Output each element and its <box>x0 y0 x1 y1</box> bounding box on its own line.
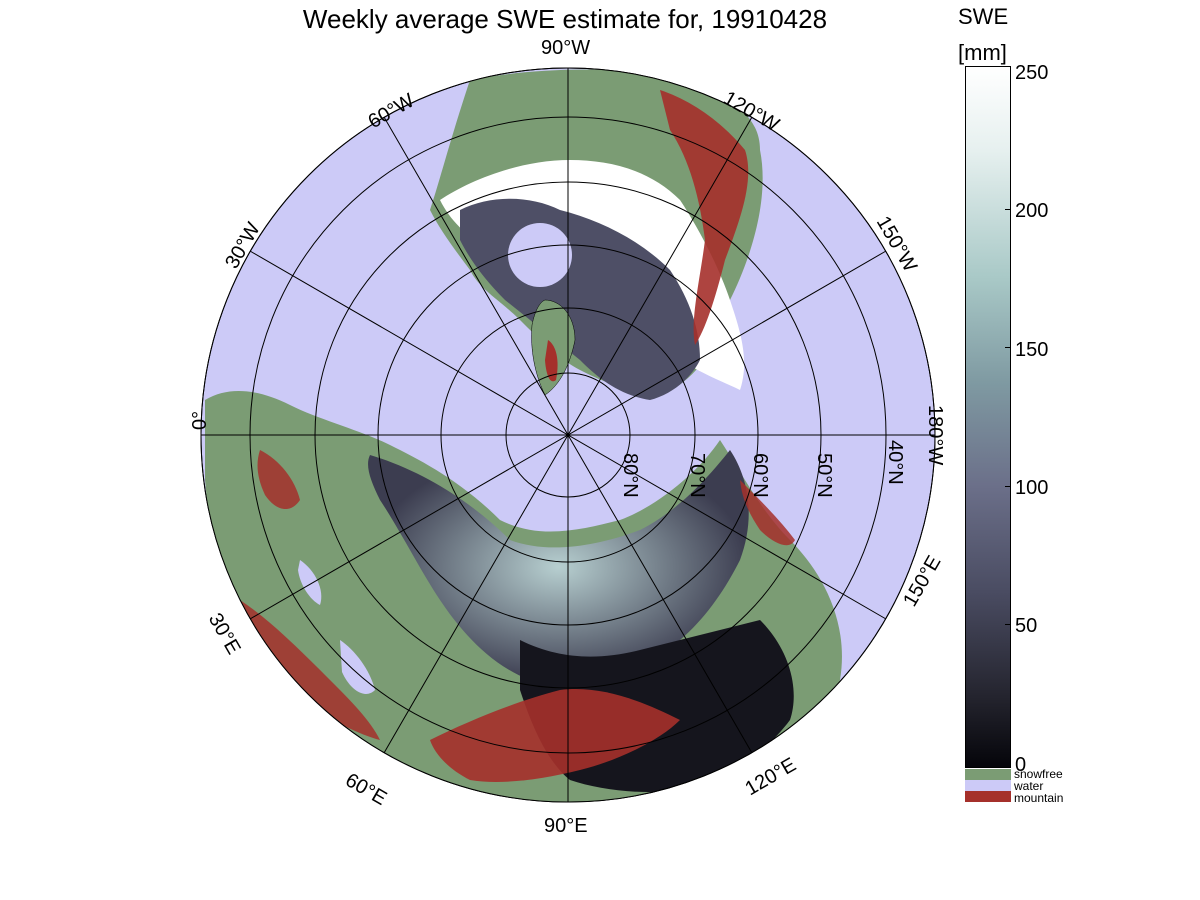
colorbar-tick-150: 150 <box>1015 339 1049 361</box>
colorbar-tickmark <box>1005 486 1011 487</box>
legend-label-mountain: mountain <box>1014 791 1064 805</box>
legend-swatch-snowfree <box>965 769 1011 780</box>
kamchatka-mountains <box>740 480 795 546</box>
lon-label-90e: 90°E <box>544 815 588 837</box>
map-border <box>200 67 936 803</box>
colorbar-tickmark <box>1005 347 1011 348</box>
colorbar-tick-100: 100 <box>1015 477 1049 499</box>
lat-label-80n: 80°N <box>619 453 641 498</box>
colorbar-tickmark <box>1005 624 1011 625</box>
colorbar-tick-250: 250 <box>1015 62 1049 84</box>
lon-label-90w: 90°W <box>541 37 591 59</box>
colorbar-tick-200: 200 <box>1015 200 1049 222</box>
lat-label-70n: 70°N <box>686 453 708 498</box>
lon-label-180w: 180°W <box>924 405 946 466</box>
scandinavia-mountains <box>257 450 300 510</box>
north-america-mountains <box>660 90 749 345</box>
map-title: Weekly average SWE estimate for, 1991042… <box>302 4 828 34</box>
colorbar-tickmark <box>1005 209 1011 210</box>
graticule <box>201 68 935 802</box>
baltic-sea <box>298 560 322 605</box>
eurasia-snow-cover <box>368 450 749 684</box>
lat-label-60n: 60°N <box>749 453 771 498</box>
hudson-bay <box>508 223 572 287</box>
meridian-150W-30E <box>249 250 887 620</box>
lon-label-0: 0° <box>189 410 211 430</box>
legend-swatch-mountain <box>965 791 1011 802</box>
colorbar-tick-0: 0 <box>1015 754 1027 776</box>
legend-swatch-water <box>965 780 1011 791</box>
lat-label-50n: 50°N <box>813 453 835 498</box>
greenland-mountains <box>545 340 558 382</box>
colorbar-tick-50: 50 <box>1015 615 1038 637</box>
legend-label-water: water <box>1014 779 1044 793</box>
eurasia-mountains-south <box>430 689 680 782</box>
colorbar-title: SWE <box>958 4 1009 29</box>
colorbar-unit: [mm] <box>958 40 1007 65</box>
lat-label-40n: 40°N <box>884 440 906 485</box>
swe-colorbar <box>965 66 1011 768</box>
europe-mountains <box>240 600 380 740</box>
legend-label-snowfree: snowfree <box>1014 767 1063 781</box>
